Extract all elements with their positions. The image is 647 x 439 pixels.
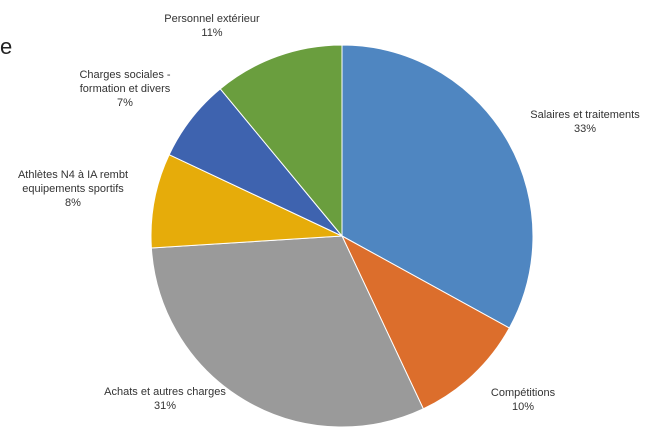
pie-category-label: Charges sociales - xyxy=(79,69,170,81)
pie-value-label: 11% xyxy=(201,27,222,39)
pie-value-label: 7% xyxy=(117,97,133,109)
pie-value-label: 8% xyxy=(65,197,81,209)
chart-title-fragment: e xyxy=(0,34,13,59)
pie-labels: Salaires et traitements 33% Compétitions 10… xyxy=(18,13,640,413)
pie-category-label: formation et divers xyxy=(80,83,171,95)
pie-slices xyxy=(150,44,534,428)
pie-category-label: Salaires et traitements xyxy=(530,109,640,121)
pie-label-4: Charges sociales - formation et divers 7% xyxy=(79,69,170,109)
pie-slice-3 xyxy=(150,154,343,249)
pie-label-0: Salaires et traitements 33% xyxy=(530,109,640,135)
pie-category-label: Compétitions xyxy=(491,387,556,399)
pie-label-5: Personnel extérieur 11% xyxy=(164,13,260,39)
pie-value-label: 10% xyxy=(512,401,534,413)
pie-value-label: 33% xyxy=(574,123,596,135)
pie-slice-1 xyxy=(340,234,511,410)
pie-label-3: Athlètes N4 à IA rembt equipements sporti… xyxy=(18,169,128,209)
pie-label-1: Compétitions 10% xyxy=(491,387,556,413)
pie-category-label: equipements sportifs xyxy=(22,183,124,195)
pie-category-label: Achats et autres charges xyxy=(104,386,226,398)
pie-label-2: Achats et autres charges 31% xyxy=(104,386,226,412)
pie-slice-0 xyxy=(341,44,534,329)
pie-value-label: 31% xyxy=(154,400,176,412)
pie-slice-5 xyxy=(219,44,343,238)
pie-category-label: Athlètes N4 à IA rembt xyxy=(18,169,128,181)
pie-slice-2 xyxy=(150,235,424,428)
pie-category-label: Personnel extérieur xyxy=(164,13,260,25)
